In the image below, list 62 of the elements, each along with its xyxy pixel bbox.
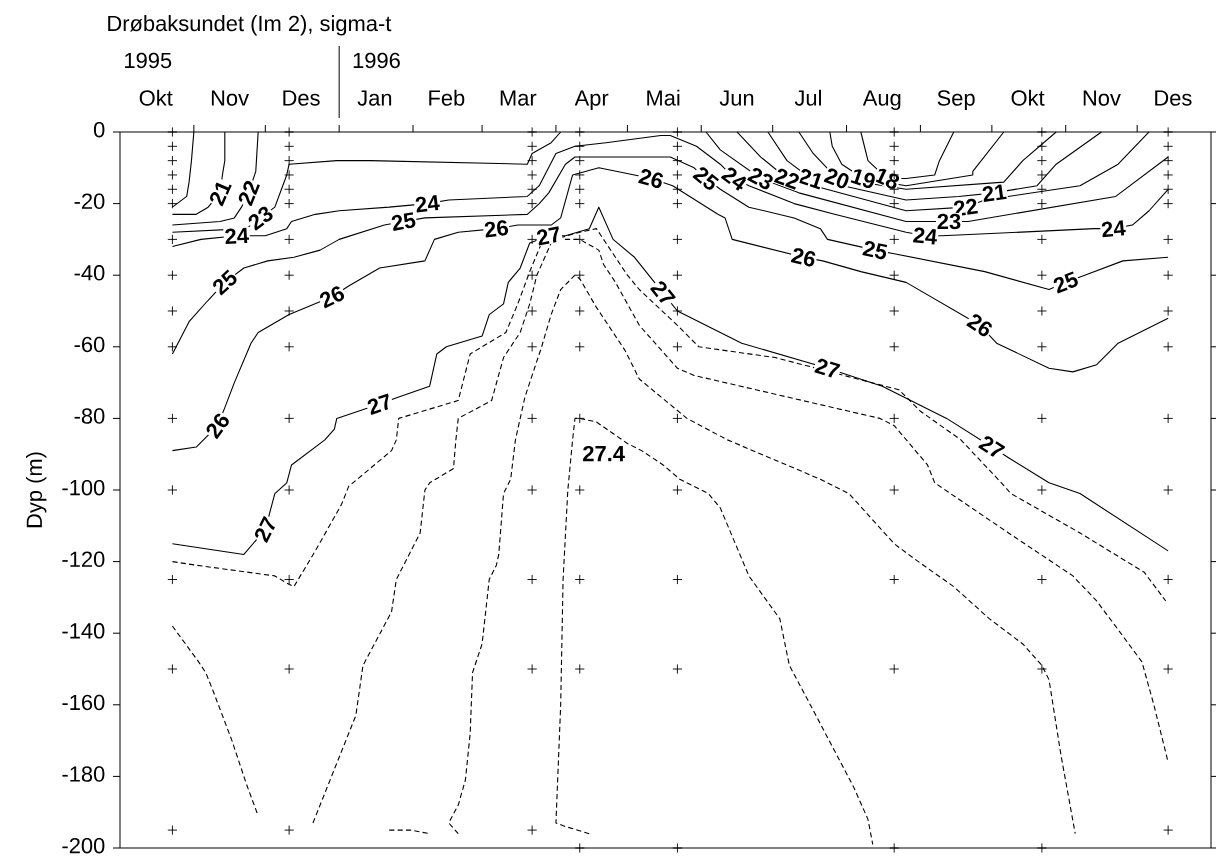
x-tick-label: Des xyxy=(283,90,320,106)
text: 24 xyxy=(720,167,748,191)
text: 26 xyxy=(790,248,816,267)
x-tick-label: Mar xyxy=(500,90,537,106)
chart-title: Drøbaksundet (Im 2), sigma-t xyxy=(108,15,392,36)
text: 21 xyxy=(982,184,1007,202)
y-tick-label: 0 xyxy=(93,121,105,138)
series-label: 22 xyxy=(238,180,260,207)
series-label: 19 xyxy=(850,169,875,189)
x-tick-label: Jun xyxy=(719,90,754,106)
text: 26 xyxy=(966,314,992,337)
text: 26 xyxy=(638,169,663,188)
x-tick-label: Okt xyxy=(1011,89,1045,106)
y-tick-label: -200 xyxy=(62,837,105,854)
x-tick-label: Des xyxy=(1155,90,1192,106)
text: 24 xyxy=(415,195,440,213)
y-tick-label: -40 xyxy=(74,265,105,281)
text: 27 xyxy=(537,226,559,246)
series-label: 21 xyxy=(209,182,232,207)
series-label: 27 xyxy=(814,358,841,378)
text: 25 xyxy=(213,269,237,296)
text: 1995 xyxy=(125,52,172,69)
text: 26 xyxy=(484,220,509,238)
y-tick-label: -160 xyxy=(62,694,105,711)
y-axis-title: Dyp (m) xyxy=(25,452,47,528)
series-label: 26 xyxy=(206,413,229,440)
series-label: 27.4 xyxy=(583,445,625,462)
text: 23 xyxy=(747,167,773,190)
x-tick-label: Nov xyxy=(211,90,249,106)
y-tick-label: -140 xyxy=(62,623,105,639)
y-tick-label: -100 xyxy=(62,479,105,496)
x-tick-label: Mai xyxy=(647,89,680,106)
text: 26 xyxy=(319,286,345,309)
line-series xyxy=(171,625,259,817)
y-tick-label: -60 xyxy=(74,336,105,353)
line-series xyxy=(555,417,874,845)
text: 27 xyxy=(650,281,676,303)
text: 27 xyxy=(254,516,275,544)
x-tick-label: Jan xyxy=(357,90,392,106)
series-label: 18 xyxy=(874,168,900,189)
y-tick-label: -180 xyxy=(62,766,105,782)
x-tick-label: Okt xyxy=(139,89,173,106)
text: 25 xyxy=(391,212,416,231)
x-tick-label: Apr xyxy=(574,90,609,111)
x-tick-label: Aug xyxy=(862,90,901,111)
y-tick-label: -80 xyxy=(74,408,105,424)
x-tick-label: Jul xyxy=(794,89,821,106)
x-tick-label: Feb xyxy=(429,89,465,106)
y-tick-label: -120 xyxy=(62,551,105,567)
x-tick-label: Sep xyxy=(937,90,975,111)
text: 25 xyxy=(1053,271,1078,294)
x-tick-label: Nov xyxy=(1083,90,1121,106)
series-label: 23 xyxy=(248,206,273,231)
text: 27 xyxy=(978,436,1006,457)
text: 25 xyxy=(862,241,888,260)
series-label: 20 xyxy=(823,168,849,189)
text: 1996 xyxy=(353,52,400,69)
series-label: 25 xyxy=(692,167,720,190)
text: 22 xyxy=(773,168,799,190)
series-label: 24 xyxy=(913,227,937,245)
y-tick-label: -20 xyxy=(74,193,105,209)
text: 27 xyxy=(367,393,389,416)
